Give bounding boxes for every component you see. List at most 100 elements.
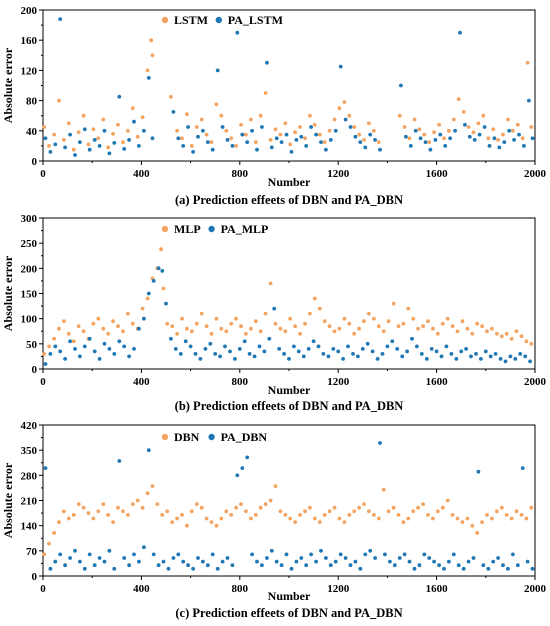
data-point xyxy=(513,357,518,361)
data-point xyxy=(48,150,53,154)
data-point xyxy=(101,502,106,506)
data-point xyxy=(73,548,77,553)
data-point xyxy=(322,140,327,145)
plot-frame xyxy=(42,217,536,370)
legend-label: MLP xyxy=(174,222,201,236)
plot-frame xyxy=(42,424,536,577)
data-point xyxy=(367,121,371,126)
data-point xyxy=(380,352,385,356)
data-point xyxy=(437,122,441,127)
data-point xyxy=(417,127,422,132)
data-point xyxy=(406,306,411,311)
data-point xyxy=(416,505,420,510)
data-point xyxy=(53,142,58,147)
data-point xyxy=(121,140,125,145)
data-point xyxy=(480,520,484,524)
data-point xyxy=(413,128,418,133)
y-tick-label: 280 xyxy=(21,470,38,482)
x-tick-label: 0 xyxy=(40,168,46,180)
data-point xyxy=(176,136,181,141)
data-point xyxy=(57,326,61,331)
data-point xyxy=(390,339,395,344)
data-point xyxy=(127,563,131,568)
x-tick-label: 1200 xyxy=(327,376,350,388)
data-point xyxy=(438,132,443,137)
data-point xyxy=(52,132,56,137)
data-point xyxy=(518,352,523,356)
data-point xyxy=(378,147,382,152)
data-point xyxy=(71,513,76,517)
data-point xyxy=(529,341,534,346)
data-point xyxy=(312,516,317,521)
data-point xyxy=(229,321,234,326)
data-point xyxy=(475,321,480,326)
data-point xyxy=(178,352,183,356)
data-point xyxy=(397,556,402,560)
data-point xyxy=(447,559,451,564)
data-point xyxy=(363,552,368,557)
data-point xyxy=(96,509,101,514)
y-tick-label: 250 xyxy=(21,238,38,250)
data-point xyxy=(284,132,289,137)
data-point xyxy=(401,520,406,524)
data-point xyxy=(504,513,509,517)
data-point xyxy=(519,513,524,517)
data-point xyxy=(107,548,112,553)
data-point xyxy=(63,145,67,150)
data-point xyxy=(442,136,446,141)
data-point xyxy=(233,357,237,361)
data-point xyxy=(272,306,277,311)
data-point xyxy=(308,311,312,316)
data-point xyxy=(411,316,416,321)
data-point xyxy=(126,513,130,517)
data-point xyxy=(381,487,386,492)
data-point xyxy=(372,316,376,321)
data-point xyxy=(324,556,328,560)
data-point xyxy=(474,352,478,356)
data-point xyxy=(444,344,449,349)
data-point xyxy=(273,127,278,132)
data-point xyxy=(161,559,166,564)
data-point xyxy=(481,563,486,568)
data-point xyxy=(352,331,357,336)
data-point xyxy=(66,331,71,336)
data-point xyxy=(411,509,416,514)
data-point xyxy=(525,60,530,65)
series-LSTM xyxy=(42,38,534,152)
y-tick-label: 140 xyxy=(21,521,38,533)
data-point xyxy=(375,357,380,361)
x-tick-label: 1600 xyxy=(426,168,449,180)
data-point xyxy=(214,102,219,107)
legend-label: PA_MLP xyxy=(221,222,269,236)
data-point xyxy=(260,563,264,568)
legend-label: DBN xyxy=(174,430,200,444)
y-axis-title: Absolute error xyxy=(1,47,15,123)
data-point xyxy=(373,556,377,560)
data-point xyxy=(289,150,294,154)
data-point xyxy=(453,128,457,133)
data-point xyxy=(244,331,248,336)
data-point xyxy=(506,566,510,571)
data-point xyxy=(268,498,273,503)
data-point xyxy=(214,316,219,321)
data-point xyxy=(171,110,176,114)
data-point xyxy=(209,520,214,524)
panel-caption: (c) Prediction effeets of DBN and PA_DBN xyxy=(175,606,402,620)
data-point xyxy=(328,563,333,568)
data-point xyxy=(386,509,391,514)
data-point xyxy=(511,552,515,557)
legend-marker xyxy=(161,225,169,233)
data-point xyxy=(239,502,243,506)
data-point xyxy=(499,334,504,339)
data-point xyxy=(112,566,117,571)
data-point xyxy=(87,147,92,152)
data-point xyxy=(215,566,220,571)
data-point xyxy=(250,128,255,133)
data-point xyxy=(311,339,316,344)
data-point xyxy=(229,136,234,141)
data-point xyxy=(466,125,471,129)
x-axis-title: Number xyxy=(268,383,311,397)
data-point xyxy=(517,132,521,137)
data-point xyxy=(122,147,127,151)
data-point xyxy=(175,128,180,133)
